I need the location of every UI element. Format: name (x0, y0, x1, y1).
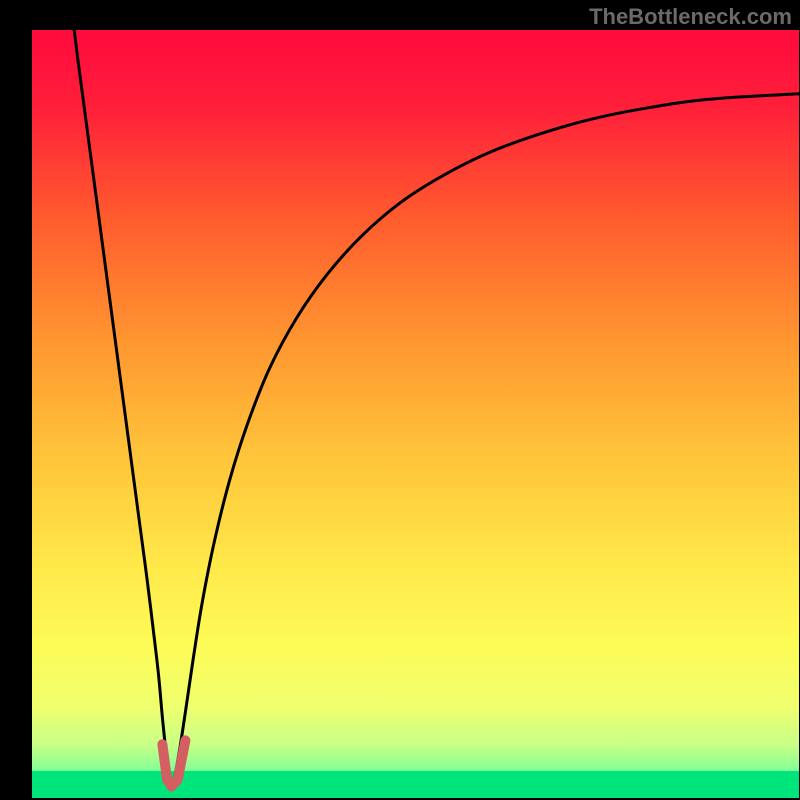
chart-root: TheBottleneck.com (0, 0, 800, 800)
curve-right-branch (172, 94, 799, 784)
dip-marker-segment (162, 744, 167, 779)
plot-area (32, 30, 799, 798)
watermark-text: TheBottleneck.com (589, 4, 792, 30)
curve-left-branch (74, 30, 171, 783)
bottleneck-curve (32, 30, 799, 798)
